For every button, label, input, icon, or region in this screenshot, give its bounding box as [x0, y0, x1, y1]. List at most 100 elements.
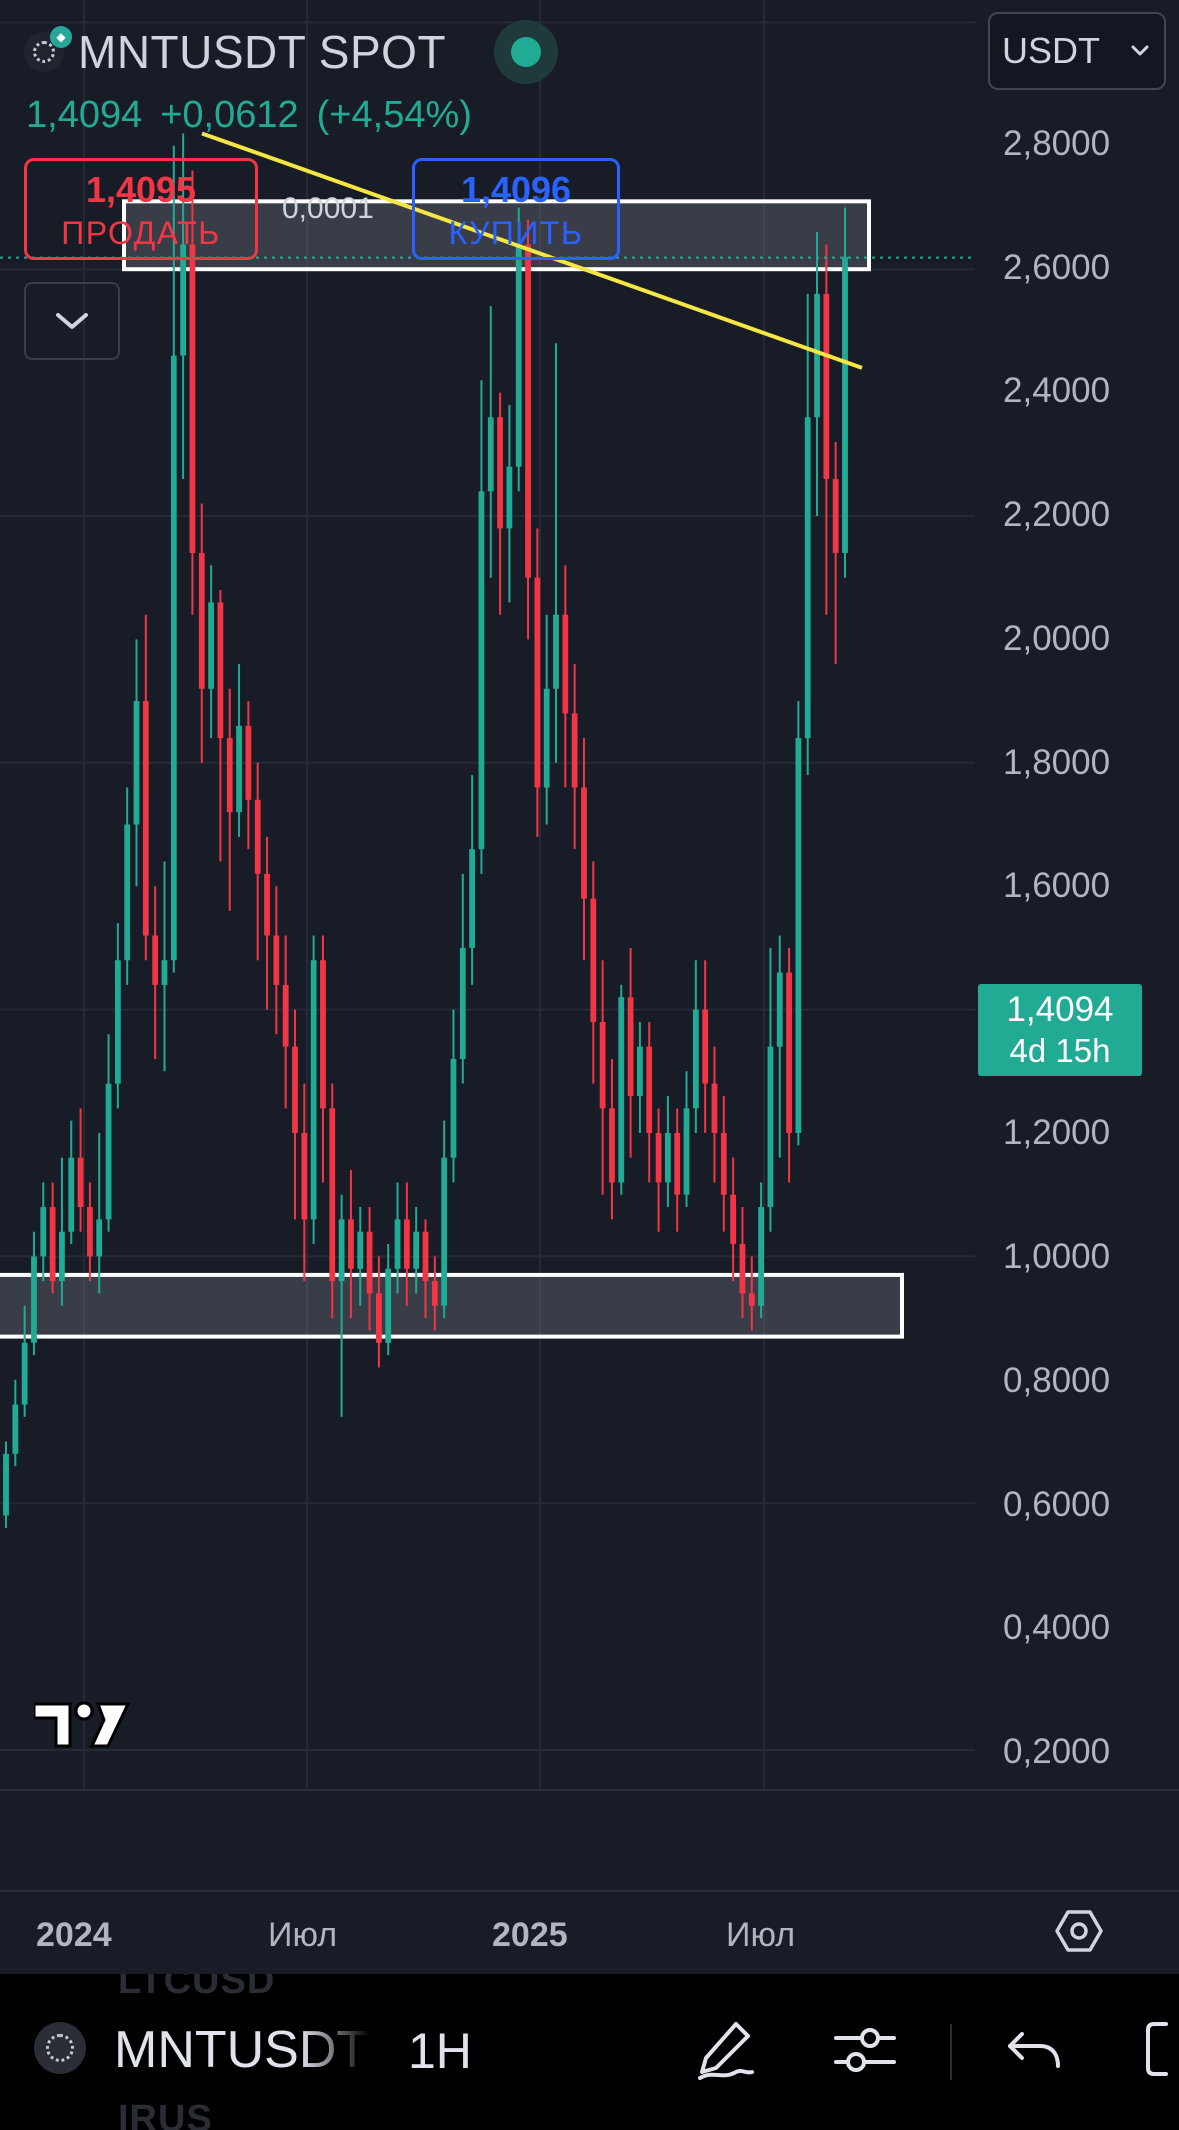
price-tick: 2,2000	[1003, 495, 1111, 534]
candle	[189, 170, 196, 615]
candle	[431, 1256, 438, 1331]
candle	[814, 232, 820, 516]
time-tick: Июл	[726, 1916, 796, 1954]
buy-button[interactable]: 1,4096 КУПИТЬ	[412, 158, 620, 260]
candle	[543, 614, 550, 825]
candle	[142, 614, 149, 961]
candle	[655, 1108, 662, 1232]
candle-body	[842, 256, 848, 554]
candle-body	[96, 1219, 103, 1257]
candle-body	[431, 1281, 438, 1306]
candle	[618, 984, 625, 1195]
candle	[198, 503, 205, 763]
market-status-indicator[interactable]	[494, 20, 559, 84]
candle-body	[590, 898, 597, 1022]
candle	[264, 836, 270, 1010]
last-price-tag: 1,4094 4d 15h	[978, 984, 1142, 1076]
candle	[627, 947, 634, 1158]
candle-body	[720, 1133, 727, 1195]
candles-series	[3, 133, 848, 1528]
candle	[375, 1256, 382, 1368]
candle	[497, 392, 503, 615]
candle	[534, 528, 541, 837]
candle	[581, 738, 587, 961]
candle	[562, 565, 569, 788]
symbol-row[interactable]: ◆ MNTUSDT SPOT	[24, 20, 559, 84]
candle-body	[68, 1157, 75, 1232]
tradingview-logo[interactable]	[34, 1698, 130, 1748]
sell-button[interactable]: 1,4095 ПРОДАТЬ	[24, 158, 258, 260]
candle-body	[543, 688, 550, 788]
candle-body	[357, 1231, 364, 1269]
candle	[646, 1021, 653, 1183]
settings-hex-icon[interactable]	[1054, 1906, 1104, 1956]
candle-body	[114, 960, 121, 1084]
candle-body	[711, 1083, 718, 1133]
candle-body	[198, 553, 205, 689]
candle-body	[21, 1342, 28, 1405]
candle-body	[441, 1157, 448, 1306]
candle	[823, 244, 830, 615]
candle	[720, 1095, 727, 1232]
candle-body	[553, 614, 559, 689]
symbol-title[interactable]: MNTUSDT SPOT	[78, 26, 447, 78]
candle	[114, 923, 121, 1109]
undo-icon[interactable]	[1000, 2014, 1070, 2084]
candle-body	[49, 1207, 56, 1282]
price-change-percent: (+4,54%)	[316, 94, 472, 136]
candle-body	[385, 1268, 392, 1343]
candle	[711, 1046, 718, 1183]
candle-body	[77, 1157, 84, 1208]
candle	[459, 873, 466, 1084]
price-tick: 0,6000	[1003, 1485, 1111, 1524]
price-row: 1,4094 +0,0612 (+4,54%)	[26, 94, 472, 137]
candle	[245, 701, 252, 850]
sliders-icon[interactable]	[830, 2014, 900, 2084]
candle-body	[301, 1133, 308, 1220]
candle-body	[767, 1046, 774, 1208]
candle	[152, 886, 159, 1059]
candle-body	[748, 1293, 755, 1306]
candle-body	[814, 293, 820, 418]
candle	[767, 947, 774, 1232]
candle	[310, 935, 317, 1245]
candle-body	[59, 1231, 65, 1282]
candle	[170, 145, 177, 973]
sell-label: ПРОДАТЬ	[61, 215, 221, 251]
collapse-button[interactable]	[24, 282, 120, 360]
candle-body	[208, 602, 214, 689]
candle-body	[450, 1058, 457, 1158]
currency-select[interactable]: USDT	[988, 12, 1166, 90]
candle-body	[189, 244, 196, 554]
live-dot-icon	[511, 37, 542, 67]
candle	[702, 960, 709, 1133]
pen-icon[interactable]	[690, 2014, 760, 2084]
candle	[292, 1009, 298, 1220]
candle-body	[264, 873, 270, 936]
symbol-logo-icon: ◆	[24, 26, 72, 72]
candle	[301, 1083, 308, 1282]
candle-body	[170, 355, 177, 961]
candle	[441, 1120, 448, 1319]
fullscreen-icon[interactable]	[1140, 2014, 1179, 2084]
price-tick: 2,4000	[1003, 371, 1111, 410]
candle-body	[338, 1219, 345, 1282]
candle	[571, 664, 578, 850]
chart-area[interactable]: 2,8000 2,6000 2,4000 2,2000 2,0000 1,800…	[0, 0, 1179, 1890]
candle-body	[3, 1453, 9, 1516]
time-axis[interactable]: 2024 Июл 2025 Июл	[0, 1890, 1179, 1974]
candle	[87, 1182, 93, 1282]
candle-body	[786, 972, 792, 1133]
chart-canvas[interactable]	[0, 0, 1179, 1890]
trendline	[201, 131, 863, 370]
candle-body	[739, 1244, 746, 1294]
time-tick: Июл	[268, 1916, 338, 1954]
price-tick: 2,6000	[1003, 248, 1111, 287]
candle-body	[245, 725, 252, 800]
candle-body	[180, 244, 187, 356]
interval-picker[interactable]: 1H	[408, 2023, 472, 2079]
candle-body	[758, 1207, 764, 1306]
candle	[96, 1133, 103, 1294]
candle	[226, 688, 233, 911]
candle	[842, 207, 848, 578]
